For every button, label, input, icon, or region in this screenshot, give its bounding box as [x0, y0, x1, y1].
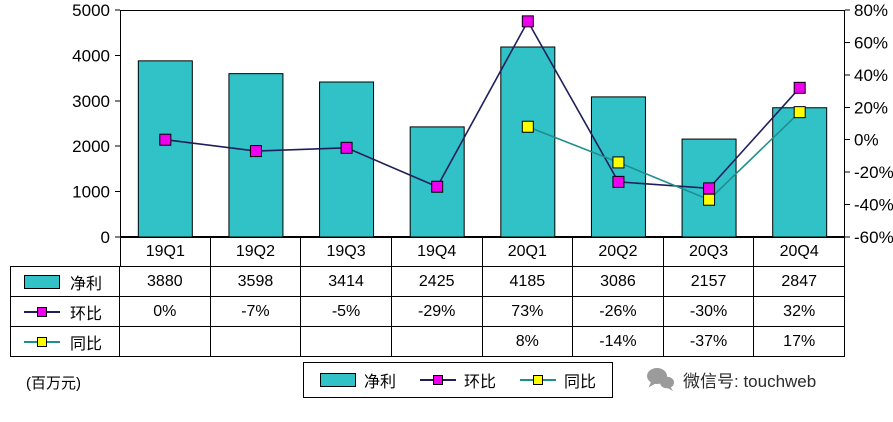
netprofit-bar — [319, 81, 375, 238]
table-value — [301, 327, 392, 357]
table-value: -30% — [663, 297, 755, 327]
table-value: 0% — [120, 297, 211, 327]
qoq-marker — [703, 182, 716, 195]
table-value: 3414 — [301, 267, 392, 297]
qoq-marker — [159, 133, 172, 146]
qoq-marker — [793, 81, 806, 94]
yoy-marker — [793, 106, 806, 119]
bar-swatch-icon — [320, 373, 356, 387]
legend-item-netprofit: 净利 — [320, 368, 396, 392]
right-axis-label: 40% — [854, 66, 888, 85]
table-value: 3880 — [120, 267, 211, 297]
table-row-label: 环比 — [10, 297, 120, 327]
table-value — [391, 327, 483, 357]
table-value: 73% — [482, 297, 574, 327]
left-axis-label: 1000 — [72, 183, 110, 202]
qoq-line — [165, 19, 801, 190]
table-value: 2425 — [391, 267, 483, 297]
right-axis-label: 0% — [854, 131, 879, 150]
table-value: 2847 — [754, 267, 845, 297]
wechat-icon — [647, 368, 674, 391]
table-value: 8% — [482, 327, 574, 357]
table-corner — [10, 237, 120, 267]
netprofit-bar — [772, 107, 828, 238]
left-axis-label: 5000 — [72, 1, 110, 20]
netprofit-bar — [137, 60, 193, 238]
category-label: 20Q1 — [482, 237, 574, 267]
table-row-label: 净利 — [10, 267, 120, 297]
table-value: 3086 — [573, 267, 664, 297]
right-axis-label: -20% — [854, 163, 893, 182]
qoq-marker — [249, 145, 262, 158]
table-value: -5% — [301, 297, 392, 327]
qoq-marker — [612, 175, 625, 188]
table-value — [120, 327, 211, 357]
category-label: 19Q4 — [391, 237, 483, 267]
netprofit-bar — [500, 46, 556, 238]
chart-legend: 净利 环比 同比 — [303, 362, 614, 398]
table-value: 3598 — [210, 267, 302, 297]
yoy-line-marker-icon — [520, 375, 557, 385]
category-label: 20Q4 — [754, 237, 845, 267]
qoq-marker — [340, 141, 353, 154]
right-axis-label: -40% — [854, 196, 893, 215]
qoq-marker — [521, 15, 534, 28]
legend-label-yoy: 同比 — [564, 374, 597, 391]
wechat-text: 微信号: touchweb — [683, 371, 817, 391]
yoy-marker — [521, 120, 534, 133]
left-axis-label: 3000 — [72, 92, 110, 111]
legend-label-qoq: 环比 — [464, 374, 497, 391]
yoy-line-marker-icon — [24, 336, 60, 347]
table-value: -29% — [391, 297, 483, 327]
table-value: -26% — [573, 297, 664, 327]
qoq-line-marker-icon — [420, 375, 457, 385]
qoq-marker — [431, 180, 444, 193]
right-axis-label: 80% — [854, 1, 888, 20]
qoq-line-marker-icon — [24, 306, 60, 317]
table-value — [210, 327, 302, 357]
unit-note: (百万元) — [26, 375, 81, 392]
table-value: -7% — [210, 297, 302, 327]
category-label: 19Q1 — [120, 237, 211, 267]
plot-border — [120, 10, 845, 237]
yoy-line — [527, 111, 801, 201]
data-table: 19Q1 19Q2 19Q3 19Q4 20Q1 20Q2 20Q3 20Q4 净利 3880 35… — [10, 237, 845, 357]
yoy-marker — [612, 156, 625, 169]
table-value: 4185 — [482, 267, 574, 297]
legend-item-qoq: 环比 — [420, 368, 496, 392]
left-axis-label: 4000 — [72, 46, 110, 65]
left-axis-label: 0 — [101, 228, 110, 247]
table-value: -14% — [573, 327, 664, 357]
table-row-label: 同比 — [10, 327, 120, 357]
right-axis-label: 20% — [854, 98, 888, 117]
table-value: 32% — [754, 297, 845, 327]
table-value: 2157 — [663, 267, 755, 297]
category-label: 20Q2 — [573, 237, 664, 267]
netprofit-swatch-icon — [24, 274, 60, 289]
yoy-marker — [703, 193, 716, 206]
wechat-footer: 微信号: touchweb — [645, 366, 816, 392]
category-label: 19Q2 — [210, 237, 302, 267]
right-axis-label: -60% — [854, 228, 893, 247]
right-axis-label: 60% — [854, 33, 888, 52]
category-label: 20Q3 — [663, 237, 755, 267]
legend-item-yoy: 同比 — [520, 368, 596, 392]
category-label: 19Q3 — [301, 237, 392, 267]
legend-label-netprofit: 净利 — [364, 374, 397, 391]
table-value: -37% — [663, 327, 755, 357]
table-value: 17% — [754, 327, 845, 357]
left-axis-label: 2000 — [72, 137, 110, 156]
